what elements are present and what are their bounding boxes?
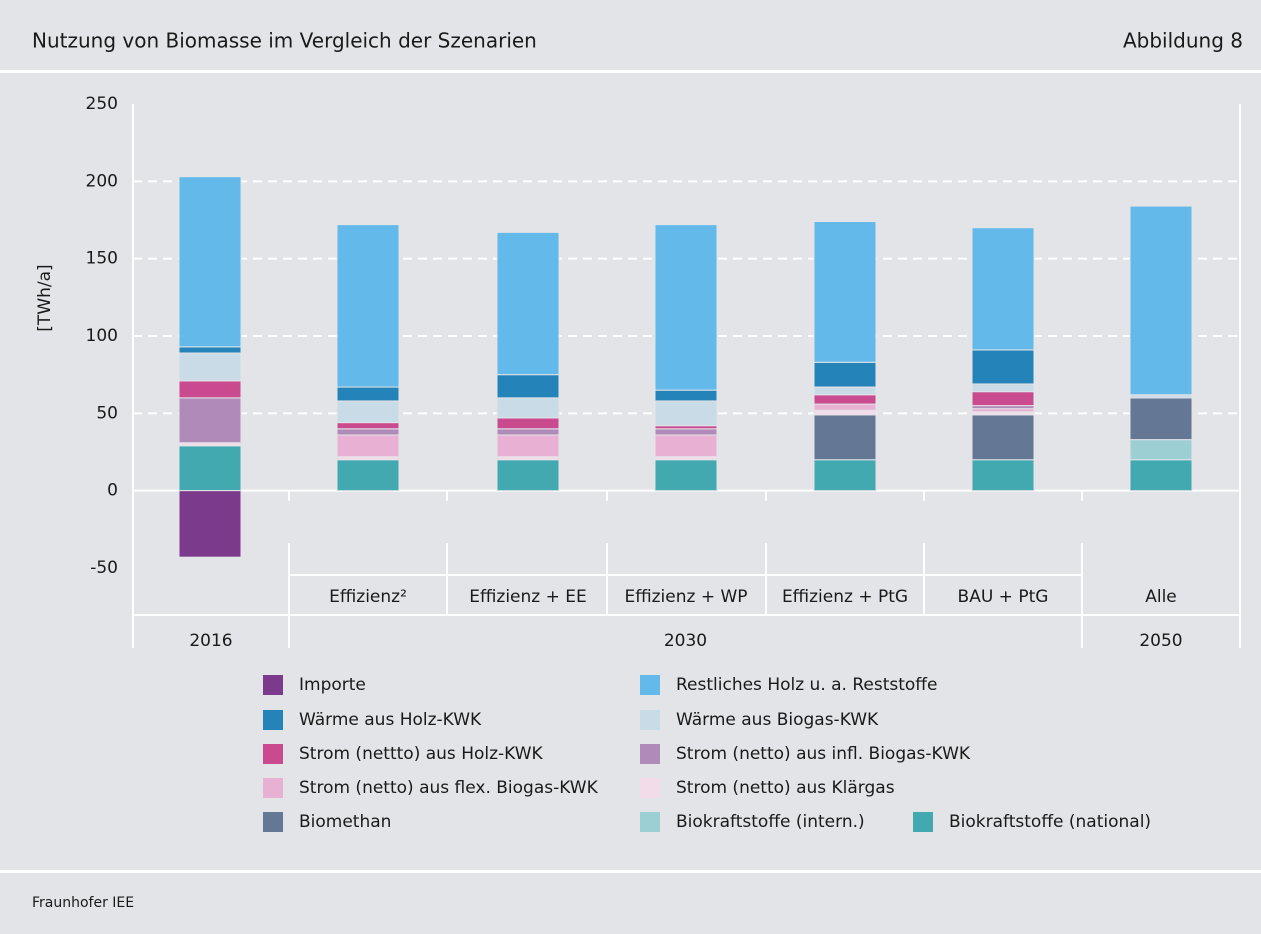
y-tick-label: 150: [86, 249, 118, 269]
bar-segment: [336, 434, 400, 458]
bar-segment: [178, 380, 242, 399]
y-tick-label: 0: [107, 481, 118, 501]
legend-label: Strom (netto) aus infl. Biogas-KWK: [676, 744, 971, 764]
bar-segment: [813, 386, 877, 396]
bar-segment: [654, 434, 718, 458]
legend-swatch: [263, 744, 283, 764]
bar-segment: [336, 422, 400, 430]
bar-segment: [496, 374, 560, 399]
x-tick-label: Alle: [1145, 587, 1177, 607]
bar-segment: [654, 224, 718, 391]
legend-label: Importe: [299, 675, 366, 695]
bar-segment: [496, 417, 560, 430]
bar-segment: [971, 414, 1035, 461]
y-tick-label: 250: [86, 94, 118, 114]
bar-segment: [1129, 205, 1193, 396]
legend-swatch: [640, 710, 660, 730]
bar-segment: [971, 391, 1035, 407]
bar-segment: [1129, 397, 1193, 441]
footer-divider: [0, 870, 1261, 873]
bar-segment: [971, 227, 1035, 351]
legend-swatch: [640, 744, 660, 764]
y-tick-label: 200: [86, 171, 118, 191]
bar-segment: [654, 459, 718, 492]
bar-segment: [971, 383, 1035, 393]
bar-segment: [813, 409, 877, 416]
bar-segment: [178, 352, 242, 382]
bar-segment: [496, 428, 560, 436]
bar-segment: [336, 459, 400, 492]
bar-segment: [336, 386, 400, 402]
legend-label: Biomethan: [299, 812, 391, 832]
group-label: 2050: [1139, 631, 1182, 651]
bar-segment: [813, 361, 877, 388]
bar-segment: [1129, 439, 1193, 461]
bar-segment: [496, 397, 560, 419]
x-tick-label: Effizienz + WP: [624, 587, 747, 607]
group-label: 2030: [664, 631, 707, 651]
y-tick-label: 100: [86, 326, 118, 346]
bar-segment: [496, 231, 560, 376]
legend-label: Wärme aus Biogas-KWK: [676, 710, 879, 730]
legend-label: Wärme aus Holz-KWK: [299, 710, 482, 730]
legend-label: Strom (nettto) aus Holz-KWK: [299, 744, 544, 764]
bar-segment: [178, 176, 242, 348]
legend-swatch: [263, 778, 283, 798]
bar-segment: [813, 459, 877, 492]
bar-segment: [336, 400, 400, 424]
bar-segment: [336, 428, 400, 436]
bar-segment: [178, 346, 242, 354]
bar-segment: [813, 414, 877, 461]
y-tick-label: 50: [96, 403, 118, 423]
x-tick-label: Effizienz²: [329, 587, 407, 607]
y-axis-label: [TWh/a]: [35, 264, 55, 331]
legend-label: Restliches Holz u. a. Reststoffe: [676, 675, 937, 695]
legend-label: Biokraftstoffe (national): [949, 812, 1151, 832]
x-tick-label: BAU + PtG: [958, 587, 1049, 607]
bar-segment: [654, 428, 718, 436]
bar-segment: [654, 400, 718, 427]
legend-swatch: [640, 812, 660, 832]
legend-swatch: [263, 675, 283, 695]
legend-swatch: [263, 812, 283, 832]
legend-label: Biokraftstoffe (intern.): [676, 812, 865, 832]
chart-title: Nutzung von Biomasse im Vergleich der Sz…: [32, 29, 537, 53]
bar-segment: [178, 397, 242, 444]
bar-segment: [1129, 459, 1193, 492]
legend-label: Strom (netto) aus flex. Biogas-KWK: [299, 778, 599, 798]
bar-segment: [813, 403, 877, 411]
y-tick-label: -50: [90, 558, 118, 578]
legend-swatch: [640, 675, 660, 695]
bar-segment: [178, 445, 242, 492]
bar-segment: [971, 459, 1035, 492]
legend-label: Strom (netto) aus Klärgas: [676, 778, 895, 798]
bar-segment: [813, 394, 877, 405]
bar-segment: [496, 459, 560, 492]
header-divider: [0, 70, 1261, 73]
x-tick-label: Effizienz + PtG: [782, 587, 908, 607]
group-label: 2016: [189, 631, 232, 651]
figure-label: Abbildung 8: [1123, 29, 1243, 53]
bar-segment: [496, 434, 560, 458]
bar-segment: [813, 221, 877, 363]
source: Fraunhofer IEE: [32, 895, 134, 911]
bar-segment: [336, 224, 400, 388]
legend-swatch: [640, 778, 660, 798]
legend-swatch: [913, 812, 933, 832]
x-tick-label: Effizienz + EE: [469, 587, 587, 607]
bar-segment: [178, 490, 242, 558]
bar-segment: [654, 389, 718, 402]
bar-segment: [971, 349, 1035, 385]
legend-swatch: [263, 710, 283, 730]
